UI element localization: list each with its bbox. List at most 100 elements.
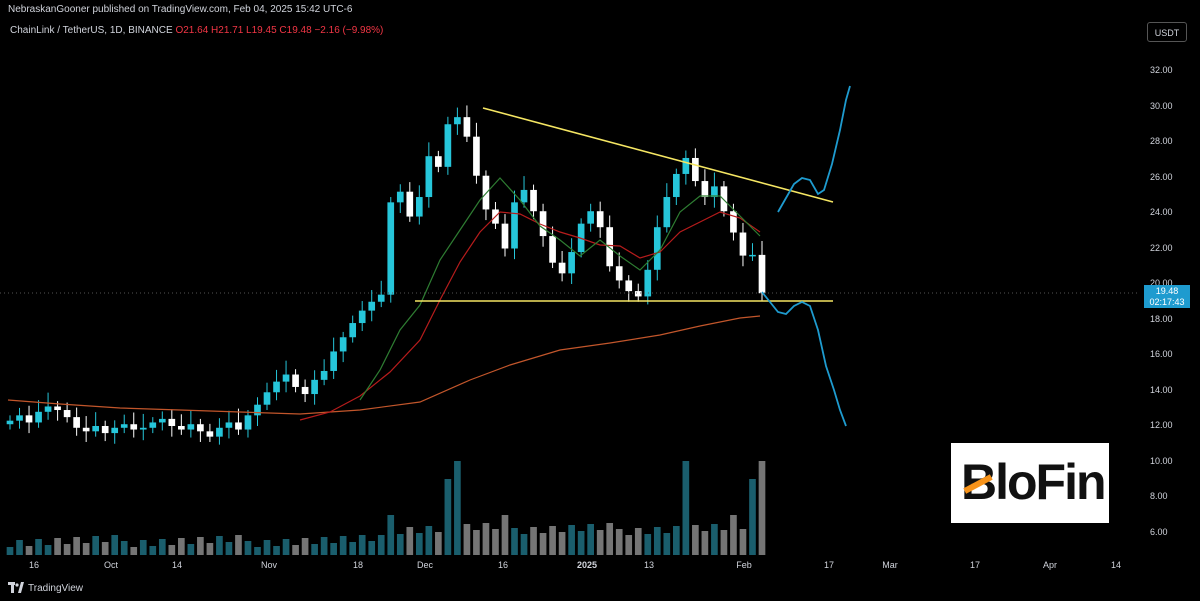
candle-body[interactable] bbox=[473, 136, 480, 176]
candle-body[interactable] bbox=[568, 252, 575, 274]
candle-body[interactable] bbox=[6, 420, 14, 425]
candle-body[interactable] bbox=[273, 381, 280, 393]
candle-body[interactable] bbox=[263, 392, 271, 405]
y-axis-tick: 14.00 bbox=[1150, 384, 1173, 395]
candle-body[interactable] bbox=[82, 427, 90, 432]
candle-body[interactable] bbox=[330, 351, 337, 371]
candle-body[interactable] bbox=[73, 417, 80, 428]
candle-body[interactable] bbox=[301, 386, 309, 395]
candle-body[interactable] bbox=[187, 424, 195, 430]
candle-body[interactable] bbox=[92, 426, 100, 432]
candle-body[interactable] bbox=[549, 236, 556, 263]
candle-body[interactable] bbox=[168, 418, 176, 426]
candle-body[interactable] bbox=[406, 191, 414, 217]
candle-body[interactable] bbox=[358, 310, 366, 324]
candle-body[interactable] bbox=[368, 301, 376, 311]
candle-body[interactable] bbox=[511, 202, 518, 249]
candle-body[interactable] bbox=[206, 431, 214, 437]
candle-body[interactable] bbox=[320, 370, 328, 380]
candle-body[interactable] bbox=[454, 117, 461, 125]
candle-body[interactable] bbox=[111, 427, 119, 434]
candle-body[interactable] bbox=[216, 427, 223, 437]
candle-body[interactable] bbox=[101, 426, 109, 434]
candle-body[interactable] bbox=[244, 415, 252, 430]
candle-body[interactable] bbox=[558, 262, 566, 274]
x-axis-tick: Apr bbox=[1042, 560, 1058, 570]
candle-body[interactable] bbox=[16, 415, 23, 421]
candle-body[interactable] bbox=[692, 157, 699, 182]
candle-body[interactable] bbox=[711, 186, 718, 198]
x-axis-tick: 18 bbox=[352, 560, 364, 570]
candle-body[interactable] bbox=[501, 223, 509, 249]
candle-body[interactable] bbox=[254, 404, 261, 416]
candle-body[interactable] bbox=[587, 211, 594, 224]
candle-body[interactable] bbox=[25, 415, 33, 423]
candle-body[interactable] bbox=[235, 422, 242, 430]
candle-body[interactable] bbox=[720, 186, 728, 212]
tradingview-brand: TradingView bbox=[28, 582, 84, 594]
candle-body[interactable] bbox=[435, 156, 442, 167]
candle-body[interactable] bbox=[396, 191, 404, 203]
candle-body[interactable] bbox=[530, 189, 537, 212]
candle-body[interactable] bbox=[197, 424, 204, 432]
volume-bar bbox=[311, 544, 318, 555]
candle-body[interactable] bbox=[130, 424, 138, 430]
candle-body[interactable] bbox=[653, 227, 661, 270]
candle-body[interactable] bbox=[739, 232, 747, 256]
volume-bar bbox=[358, 535, 366, 555]
candle-body[interactable] bbox=[596, 211, 604, 228]
symbol-legend: ChainLink / TetherUS, 1D, BINANCE O21.64… bbox=[10, 25, 383, 36]
volume-bar bbox=[425, 526, 433, 555]
tradingview-icon bbox=[8, 582, 24, 593]
candle-body[interactable] bbox=[682, 157, 690, 174]
candle-body[interactable] bbox=[225, 422, 233, 428]
candle-body[interactable] bbox=[282, 374, 290, 382]
candle-body[interactable] bbox=[444, 124, 452, 167]
candle-body[interactable] bbox=[663, 197, 671, 228]
candle-body[interactable] bbox=[292, 374, 299, 387]
candle-body[interactable] bbox=[749, 254, 756, 257]
symbol-name[interactable]: ChainLink / TetherUS, 1D, BINANCE bbox=[10, 25, 173, 36]
candle-body[interactable] bbox=[139, 427, 147, 430]
volume-bar bbox=[178, 538, 185, 555]
volume-bar bbox=[520, 534, 528, 555]
candle-body[interactable] bbox=[634, 291, 642, 297]
candle-body[interactable] bbox=[35, 411, 42, 423]
volume-bar bbox=[168, 545, 176, 555]
candle-body[interactable] bbox=[644, 269, 652, 297]
candle-body[interactable] bbox=[415, 197, 423, 217]
candle-body[interactable] bbox=[606, 227, 614, 267]
candle-body[interactable] bbox=[377, 294, 385, 302]
candle-body[interactable] bbox=[120, 424, 128, 428]
candle-body[interactable] bbox=[311, 379, 318, 395]
candle-body[interactable] bbox=[672, 173, 680, 198]
volume-bar bbox=[454, 461, 461, 555]
candle-body[interactable] bbox=[520, 189, 528, 203]
currency-button[interactable]: USDT bbox=[1147, 22, 1187, 42]
volume-bar bbox=[692, 525, 699, 555]
candle-body[interactable] bbox=[425, 156, 433, 198]
candle-body[interactable] bbox=[349, 323, 357, 338]
volume-bar bbox=[92, 536, 100, 555]
candle-body[interactable] bbox=[63, 410, 71, 418]
candle-body[interactable] bbox=[701, 181, 709, 198]
candle-body[interactable] bbox=[625, 280, 633, 292]
candle-body[interactable] bbox=[387, 202, 395, 295]
candle-body[interactable] bbox=[178, 426, 185, 430]
candle-body[interactable] bbox=[463, 117, 471, 137]
footer-bar bbox=[0, 577, 1200, 601]
volume-bar bbox=[320, 537, 328, 555]
candle-body[interactable] bbox=[539, 211, 547, 237]
candle-body[interactable] bbox=[730, 211, 737, 233]
volume-bar bbox=[501, 515, 509, 555]
candle-body[interactable] bbox=[158, 418, 166, 423]
candle-body[interactable] bbox=[54, 406, 61, 411]
candle-body[interactable] bbox=[758, 254, 766, 294]
volume-bar bbox=[615, 529, 623, 555]
candle-body[interactable] bbox=[44, 406, 52, 412]
tradingview-logo[interactable]: TradingView bbox=[8, 582, 83, 594]
candle-body[interactable] bbox=[339, 337, 347, 352]
candle-body[interactable] bbox=[149, 422, 157, 428]
candle-body[interactable] bbox=[615, 266, 623, 281]
